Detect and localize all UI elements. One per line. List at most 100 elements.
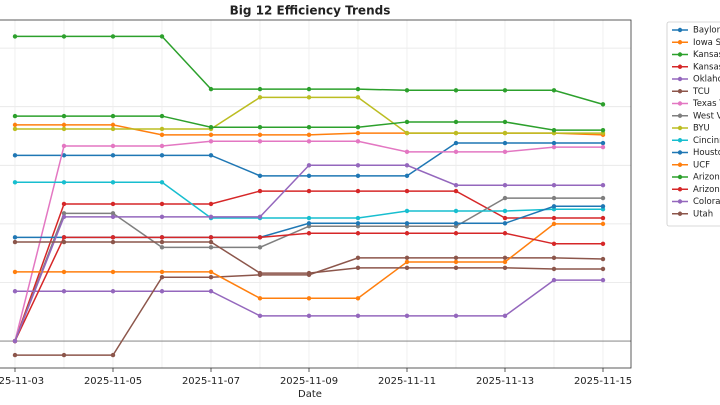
point <box>159 113 165 119</box>
point <box>61 180 67 185</box>
point <box>355 163 361 168</box>
point <box>551 183 557 188</box>
point <box>110 122 116 128</box>
point <box>600 144 606 150</box>
point <box>355 265 361 271</box>
point <box>208 214 214 220</box>
point <box>159 132 165 138</box>
point <box>61 269 67 275</box>
point <box>110 289 116 294</box>
point <box>159 274 165 280</box>
point <box>551 221 557 227</box>
point <box>355 296 361 301</box>
legend-marker <box>677 40 683 45</box>
point <box>453 130 459 136</box>
legend-marker <box>677 125 683 131</box>
point <box>110 269 116 275</box>
legend-marker <box>677 187 683 192</box>
point <box>208 201 214 207</box>
chart-title: Big 12 Efficiency Trends <box>230 4 391 18</box>
point <box>355 125 361 130</box>
point <box>12 34 18 39</box>
point <box>453 255 459 261</box>
point <box>551 127 557 133</box>
point <box>502 255 508 261</box>
point <box>306 132 312 138</box>
plot-frame <box>0 19 632 369</box>
legend-label: Utah <box>693 209 713 219</box>
point <box>600 221 606 227</box>
point <box>355 231 361 236</box>
legend-label: Kansas State <box>693 62 720 72</box>
x-tick-label: 2025-11-07 <box>182 376 240 387</box>
point <box>306 95 312 100</box>
point <box>453 119 459 125</box>
point <box>404 88 410 93</box>
point <box>61 235 67 240</box>
point <box>208 153 214 158</box>
legend-label: Kansas <box>693 50 720 60</box>
point <box>453 208 459 214</box>
point <box>110 113 116 119</box>
point <box>502 119 508 125</box>
point <box>551 204 557 209</box>
point <box>12 239 18 245</box>
point <box>404 119 410 125</box>
point <box>110 214 116 220</box>
legend-marker <box>677 76 683 82</box>
point <box>453 88 459 93</box>
legend-marker <box>677 64 683 69</box>
point <box>61 289 67 294</box>
point <box>61 153 67 158</box>
point <box>453 188 459 194</box>
point <box>159 34 165 39</box>
legend-label: Colorado <box>693 197 720 207</box>
point <box>502 215 508 221</box>
point <box>551 241 557 246</box>
point <box>257 125 263 130</box>
point <box>208 132 214 138</box>
point <box>61 113 67 119</box>
legend-label: Oklahoma State <box>693 75 720 85</box>
point <box>61 126 67 132</box>
point <box>355 130 361 136</box>
legend-marker <box>677 174 683 180</box>
legend-marker <box>677 89 683 94</box>
point <box>110 126 116 132</box>
point <box>61 201 67 207</box>
point <box>551 140 557 146</box>
point <box>502 140 508 146</box>
point <box>208 125 214 130</box>
point <box>257 235 263 240</box>
point <box>502 265 508 271</box>
point <box>600 256 606 262</box>
point <box>502 183 508 188</box>
point <box>208 86 214 92</box>
point <box>453 140 459 146</box>
legend-marker <box>677 199 683 204</box>
point <box>12 235 18 240</box>
legend-marker <box>677 162 683 167</box>
point <box>159 269 165 275</box>
x-tick-label: 2025-11-05 <box>84 376 142 387</box>
point <box>453 221 459 226</box>
legend-label: Arizona <box>693 173 720 183</box>
point <box>404 221 410 226</box>
x-axis-label: Date <box>298 389 322 400</box>
point <box>61 34 67 39</box>
point <box>306 188 312 194</box>
point <box>306 163 312 168</box>
point <box>551 195 557 201</box>
point <box>257 214 263 220</box>
point <box>306 215 312 221</box>
point <box>306 313 312 319</box>
point <box>502 313 508 319</box>
point <box>502 195 508 201</box>
point <box>110 352 116 358</box>
point <box>404 265 410 271</box>
point <box>600 183 606 188</box>
point <box>159 143 165 149</box>
point <box>306 270 312 276</box>
legend-label: Cincinnati <box>693 136 720 146</box>
